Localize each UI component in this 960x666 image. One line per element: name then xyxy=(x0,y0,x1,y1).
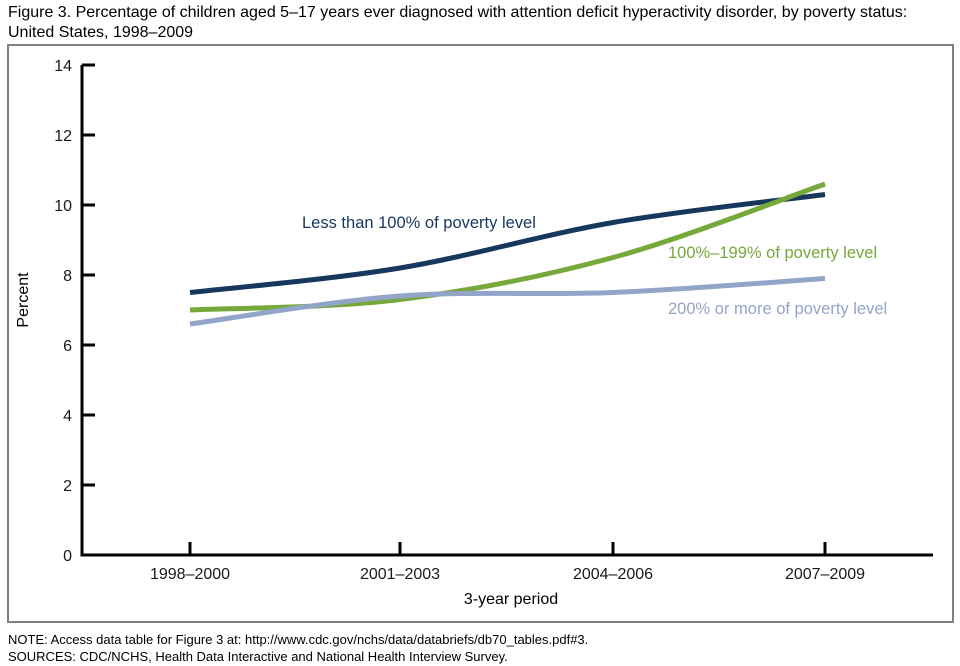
line-chart: 0 2 4 6 8 10 12 14 1998–2000 2001–2003 2004–2006 20… xyxy=(15,58,933,608)
x-tick-label: 2001–2003 xyxy=(360,566,440,583)
y-tick-label: 10 xyxy=(54,198,72,215)
x-tick-label: 2004–2006 xyxy=(573,566,653,583)
x-tick-label: 2007–2009 xyxy=(785,566,865,583)
y-tick-label: 12 xyxy=(54,128,72,145)
series-label-less-than-100-of-poverty-level: Less than 100% of poverty level xyxy=(302,214,536,232)
series-line-100-199-of-poverty-level xyxy=(189,181,826,313)
y-tick-label: 8 xyxy=(63,268,72,285)
y-tick-label: 2 xyxy=(63,478,72,495)
sources-line: SOURCES: CDC/NCHS, Health Data Interacti… xyxy=(8,649,508,664)
y-tick-label: 0 xyxy=(63,548,72,565)
series-label-100-199-of-poverty-level: 100%–199% of poverty level xyxy=(668,244,877,262)
figure-title: Figure 3. Percentage of children aged 5–… xyxy=(8,4,908,41)
series-label-200-or-more-of-poverty-level: 200% or more of poverty level xyxy=(668,300,887,318)
y-tick-label: 6 xyxy=(63,338,72,355)
series-line-200-or-more-of-poverty-level xyxy=(189,276,826,327)
y-tick-label: 14 xyxy=(54,58,72,75)
x-tick-label: 1998–2000 xyxy=(150,566,230,583)
y-tick-label: 4 xyxy=(63,408,72,425)
y-axis-title: Percent xyxy=(15,272,32,328)
figure-notes: NOTE: Access data table for Figure 3 at:… xyxy=(8,631,588,665)
x-axis-title: 3-year period xyxy=(464,591,558,608)
series-line-less-than-100-of-poverty-level xyxy=(189,192,826,295)
chart-area: 0 2 4 6 8 10 12 14 1998–2000 2001–2003 2004–2006 20… xyxy=(7,44,954,623)
note-line: NOTE: Access data table for Figure 3 at:… xyxy=(8,632,589,647)
